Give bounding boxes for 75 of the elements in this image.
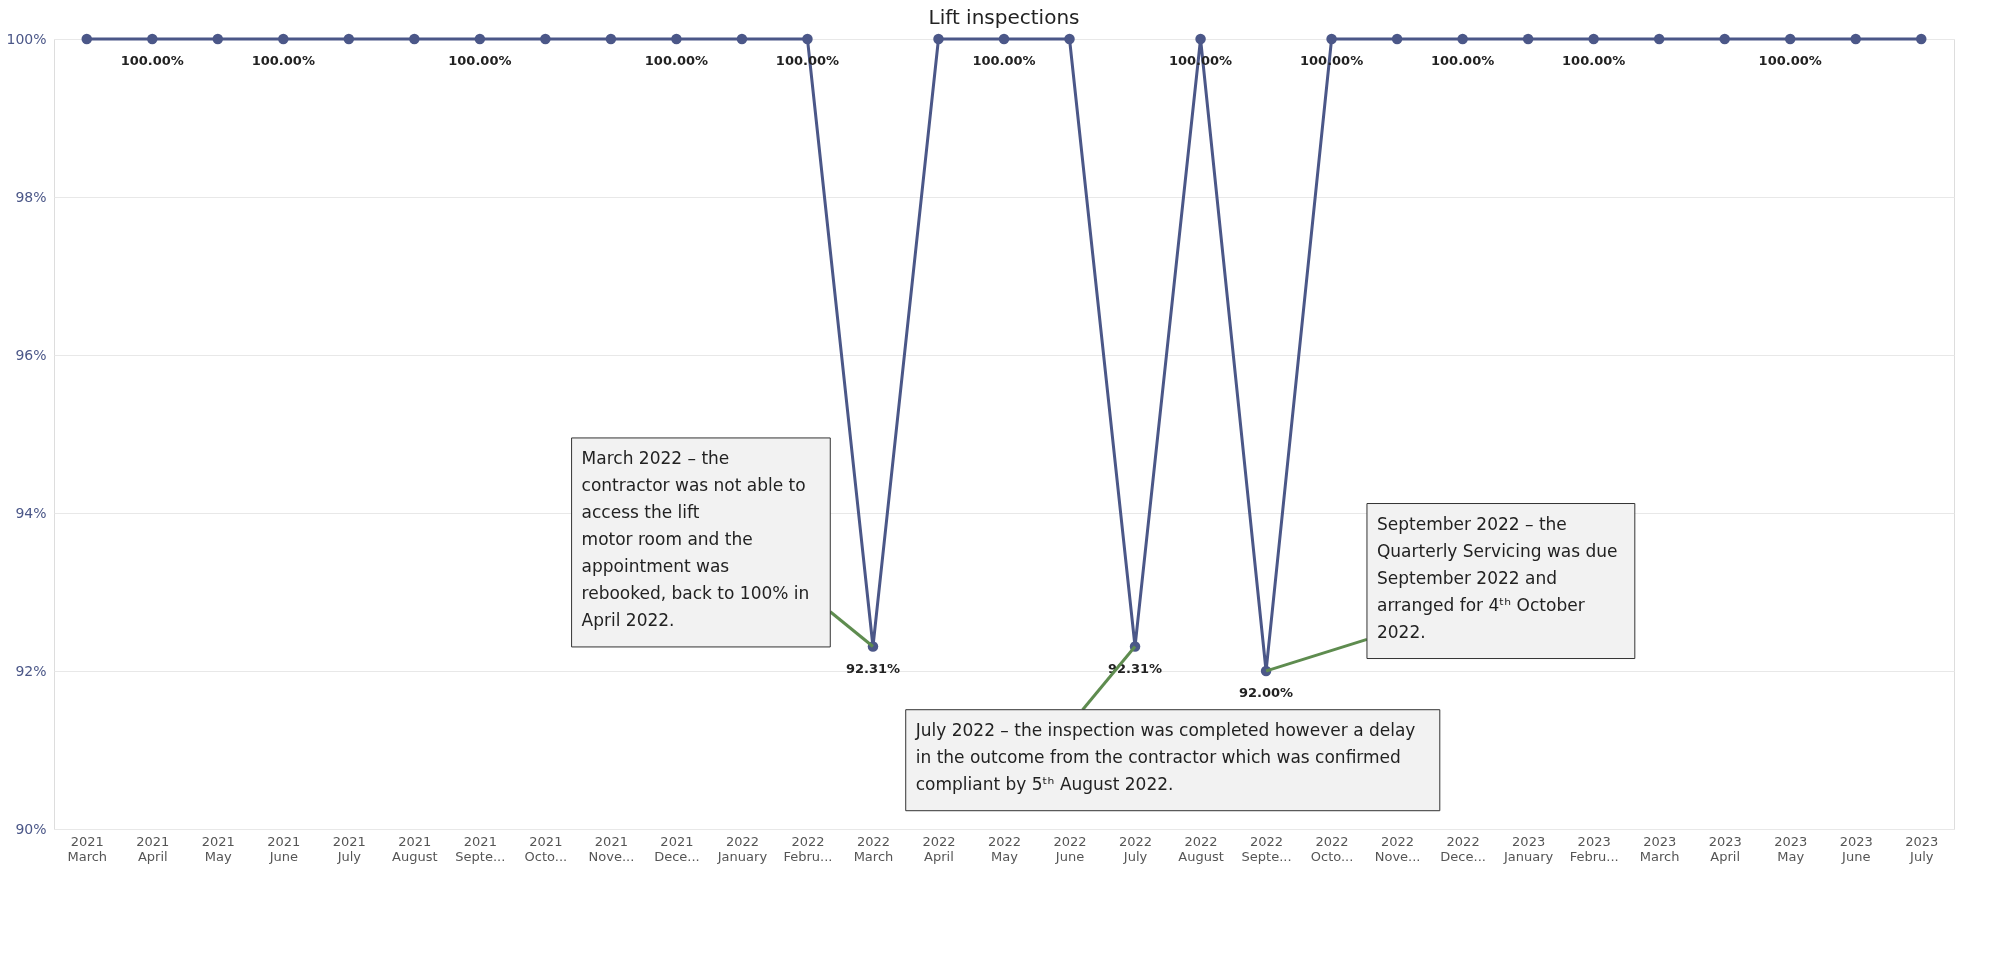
x-tick-label: 2023 April: [1708, 833, 1742, 864]
x-tick-label: 2021 May: [201, 833, 235, 864]
point: [1850, 33, 1861, 45]
x-tick-label: 2023 May: [1774, 833, 1808, 864]
x-tick-label: 2022 April: [922, 833, 956, 864]
x-tick-label: 2021 Dece...: [654, 833, 700, 864]
x-tick-label: 2022 Nove...: [1374, 833, 1421, 864]
annotation: September 2022 – the Quarterly Servicing was due September 2022 and arranged for 4ᵗʰ October 2022.: [1376, 513, 1618, 642]
point: [1391, 33, 1403, 45]
point: [1916, 33, 1927, 45]
x-tick-label: 2021 April: [136, 833, 170, 864]
point: [1326, 33, 1337, 45]
x-tick-label: 2022 July: [1118, 833, 1153, 864]
data-label: 100.00%: [448, 53, 512, 68]
x-tick-label: 2021 March: [67, 833, 108, 864]
point: [998, 33, 1010, 45]
point: [671, 33, 682, 45]
x-tick-label: 2021 June: [267, 833, 301, 864]
x-tick-label: 2023 July: [1905, 833, 1939, 864]
point: [1457, 33, 1468, 45]
point: [802, 33, 813, 45]
x-tick-label: 2021 July: [332, 833, 366, 864]
point: [474, 33, 486, 45]
x-tick-label: 2022 Octo...: [1310, 833, 1354, 864]
x-tick-label: 2023 March: [1639, 833, 1680, 864]
x-tick-label: 2022 June: [1053, 833, 1087, 864]
point: [278, 33, 289, 45]
x-tick-label: 2023 Febru...: [1569, 833, 1619, 864]
y-tick-label: 96%: [15, 346, 47, 363]
data-label: 100.00%: [1562, 53, 1626, 68]
data-label: 92.00%: [1238, 685, 1294, 700]
data-label: 100.00%: [1431, 53, 1495, 68]
x-tick-label: 2022 Febru...: [783, 833, 833, 864]
x-tick-label: 2022 Dece...: [1440, 833, 1486, 864]
x-tick-label: 2021 August: [392, 833, 438, 864]
data-label: 100.00%: [120, 53, 184, 68]
data-label: 92.31%: [845, 660, 901, 676]
data-label: 100.00%: [644, 53, 709, 68]
point: [147, 33, 158, 45]
point: [1195, 33, 1206, 45]
point: [1522, 33, 1534, 45]
y-tick-label: 94%: [15, 504, 47, 521]
x-tick-label: 2021 Septe...: [455, 833, 506, 864]
x-tick-label: 2022 August: [1178, 833, 1224, 864]
annotation: July 2022 – the inspection was completed however a delay in the outcome from the contractor which was confirmed compliant by 5ᵗʰ August 2022.: [914, 719, 1416, 794]
y-tick-label: 98%: [15, 188, 47, 205]
y-tick-label: 100%: [6, 30, 47, 47]
y-tick-label: 90%: [15, 820, 47, 837]
x-tick-label: 2023 January: [1502, 833, 1554, 864]
point: [81, 33, 92, 45]
x-tick-label: 2023 June: [1839, 833, 1873, 864]
x-tick-label: 2022 May: [987, 833, 1022, 864]
x-tick-label: 2021 Nove...: [588, 833, 635, 864]
x-tick-label: 2022 Septe...: [1241, 833, 1292, 864]
point: [212, 33, 224, 45]
y-tick-label: 92%: [15, 662, 47, 679]
data-label: 100.00%: [1758, 53, 1822, 68]
point: [605, 33, 617, 45]
point: [1653, 33, 1665, 45]
data-label: 100.00%: [251, 53, 315, 68]
point: [933, 33, 944, 45]
x-tick-label: 2022 January: [716, 833, 768, 864]
annotation: March 2022 – the contractor was not able to access the lift motor room and the appointment was rebooked, back to 100% in April 2022.: [581, 447, 810, 630]
x-tick-label: 2021 Octo...: [524, 833, 568, 864]
point: [1064, 33, 1075, 45]
x-tick-label: 2022 March: [853, 833, 894, 864]
chart-title: Lift inspections: [928, 5, 1080, 29]
point: [409, 33, 420, 45]
point: [343, 33, 355, 45]
point: [1784, 33, 1796, 45]
point: [1588, 33, 1599, 45]
point: [540, 33, 551, 45]
data-label: 100.00%: [972, 53, 1036, 68]
point: [736, 33, 748, 45]
point: [1719, 33, 1730, 45]
